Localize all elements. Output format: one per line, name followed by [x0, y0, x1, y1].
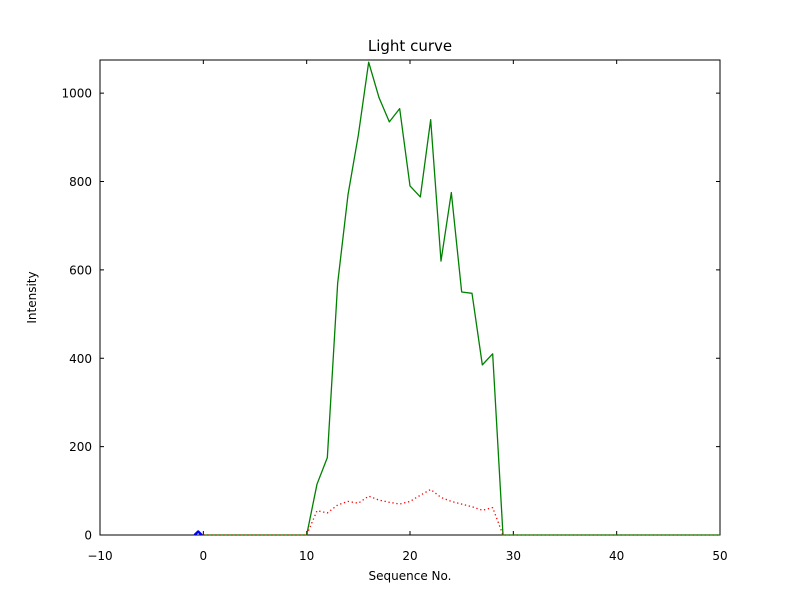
y-tick-label: 0: [84, 529, 92, 543]
axes-frame: [99, 59, 721, 536]
x-axis-label: Sequence No.: [369, 569, 452, 583]
y-tick-label: 800: [69, 175, 92, 189]
x-tick-label: −10: [87, 549, 112, 563]
x-tick-label: 20: [402, 549, 417, 563]
plot-area: −10 0 10 20 30 40 50 0 200 400 600 800 1000: [61, 59, 728, 563]
blue-spike: [193, 530, 203, 536]
x-tick-label: 40: [609, 549, 624, 563]
y-tick-label: 400: [69, 352, 92, 366]
x-tick-label: 10: [299, 549, 314, 563]
x-tick-label: 50: [712, 549, 727, 563]
x-tick-label: 0: [200, 549, 208, 563]
green-solid-curve: [203, 61, 720, 536]
red-dotted-curve: [203, 488, 720, 536]
y-tick-label: 600: [69, 263, 92, 277]
y-tick-label: 200: [69, 440, 92, 454]
chart-title: Light curve: [368, 37, 452, 55]
y-tick-label: 1000: [61, 87, 92, 101]
y-axis-label: Intensity: [25, 271, 39, 323]
x-tick-label: 30: [506, 549, 521, 563]
